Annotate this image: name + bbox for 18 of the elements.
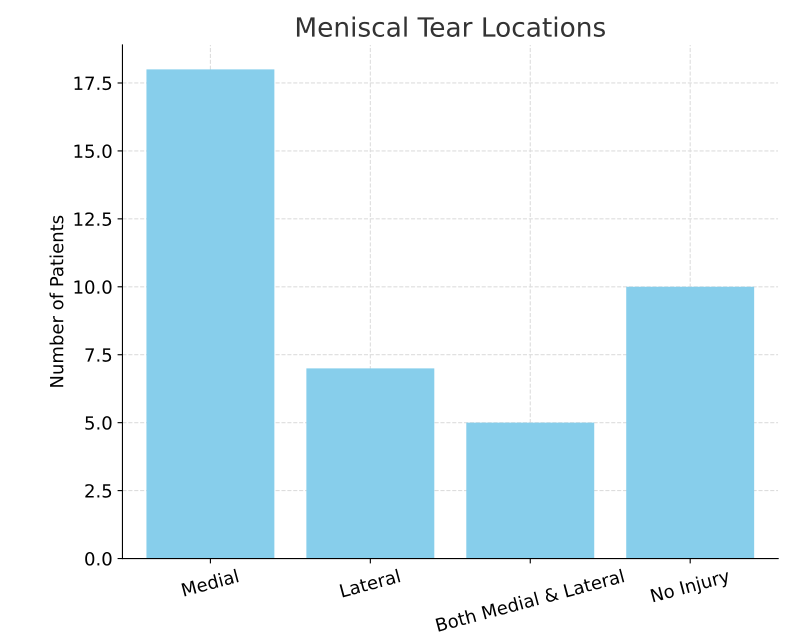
- y-axis-title: Number of Patients: [49, 216, 64, 387]
- bar: [306, 368, 434, 559]
- y-tick-label: 10.0: [74, 280, 112, 294]
- x-tick-label: No Injury: [650, 568, 732, 606]
- y-tick-label: 17.5: [74, 76, 112, 90]
- y-tick-label: 5.0: [85, 416, 112, 430]
- bar: [146, 69, 274, 559]
- y-tick-label: 15.0: [74, 144, 112, 158]
- y-tick-label: 7.5: [85, 348, 112, 362]
- x-tick-label: Both Medial & Lateral: [435, 568, 624, 632]
- x-tick-label: Lateral: [339, 568, 400, 598]
- chart-title: Meniscal Tear Locations: [296, 16, 605, 37]
- y-tick-label: 12.5: [74, 212, 112, 226]
- y-tick-label: 2.5: [85, 484, 112, 498]
- bar: [626, 286, 754, 559]
- y-tick-label: 0.0: [85, 552, 112, 566]
- bar: [466, 422, 594, 559]
- x-tick-label: Medial: [181, 568, 239, 597]
